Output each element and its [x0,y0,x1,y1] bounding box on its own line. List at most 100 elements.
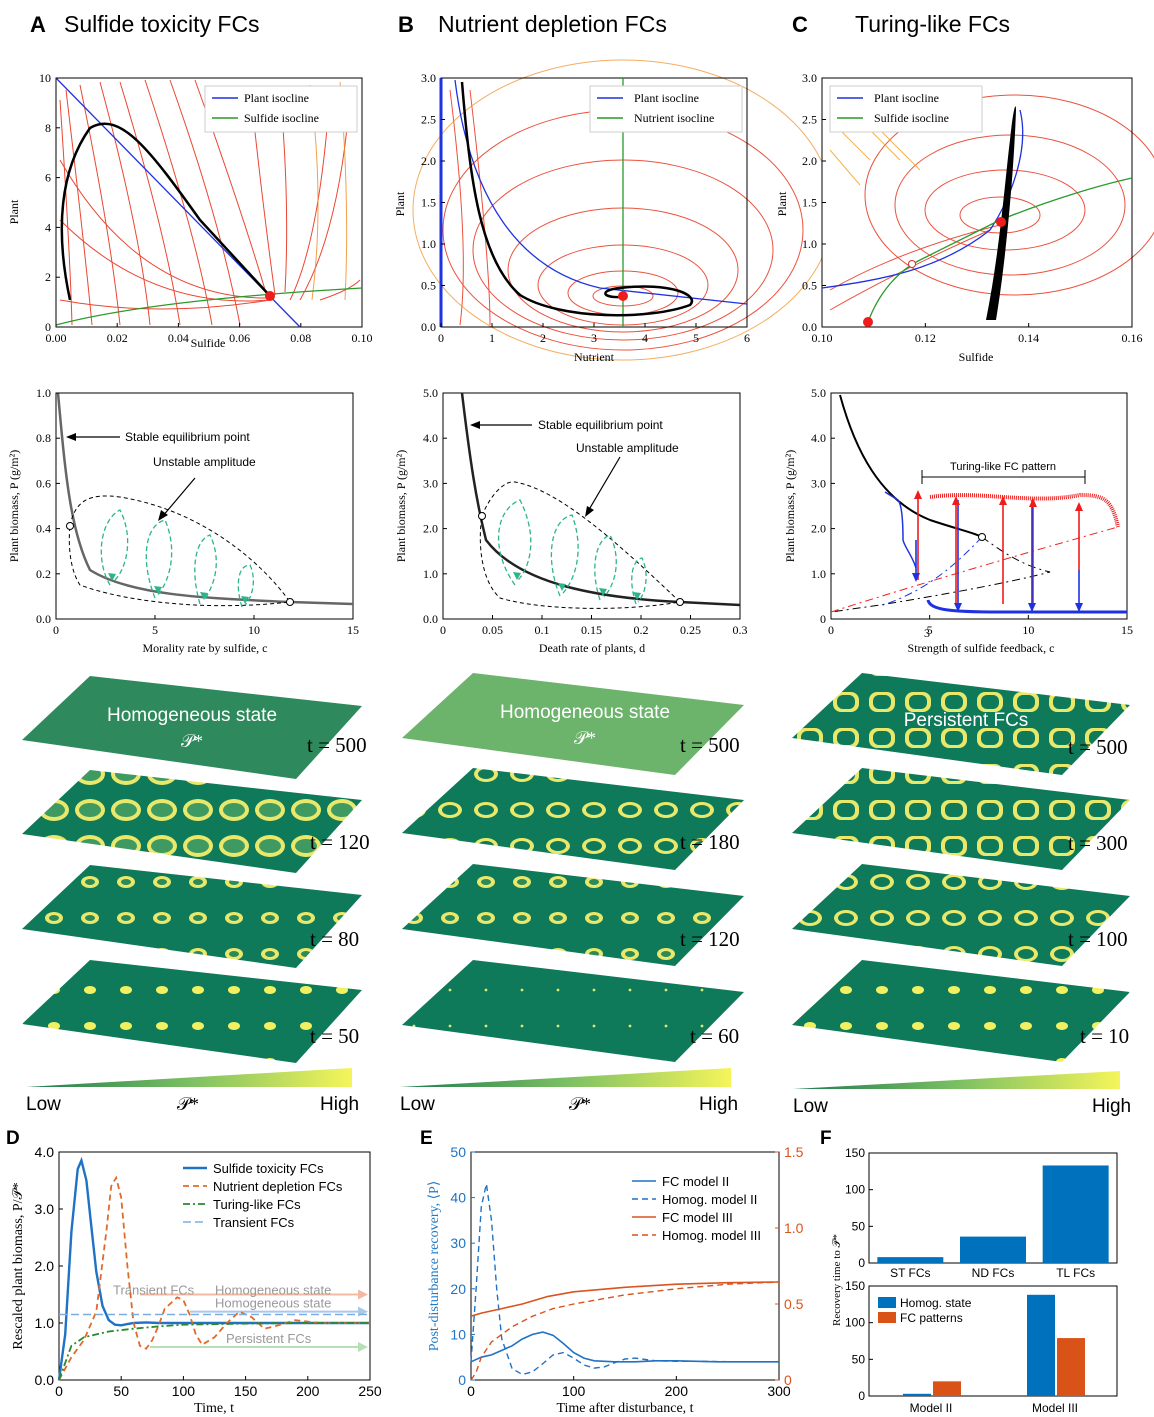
y-tick-label-right: 0.5 [784,1296,804,1312]
x-tick-label: 0 [828,623,834,637]
colorbar-low-C: Low [793,1096,828,1117]
x-tick-label: 15 [347,623,359,637]
y-tick-label: 2.0 [802,154,817,168]
xlabel-E: Time after disturbance, t [556,1401,693,1416]
y-tick-label: 6 [45,171,51,185]
y-tick-label: 2.0 [811,522,826,536]
ylabel-phase-C: Plant [775,191,789,216]
x-tick-label: 0.04 [168,331,189,345]
y-tick-label: 150 [845,1279,865,1293]
colorbar-mid-A: 𝒫* [177,1094,199,1114]
legend-label: Homog. model III [662,1228,761,1243]
chart-E: Time after disturbance, t Post-disturban… [427,1144,804,1416]
legend-label: Turing-like FCs [213,1197,301,1212]
y-tick-label: 0.6 [36,476,51,490]
legend-plant-isocline-A: Plant isocline [244,91,309,105]
y-tick-label: 0 [858,1256,865,1270]
y-tick-label: 0.0 [36,612,51,626]
panel-letter-A: A [30,12,46,37]
colorbar-mid-B: 𝒫* [569,1094,591,1114]
chart-D: Time, t Rescaled plant biomass, P/𝒫* 0 50… [11,1144,382,1416]
layer-A-2 [22,770,362,873]
ylabel-F: Recovery time to 𝒫* [831,1234,843,1326]
phase-C-ticks: 0.10 0.12 0.14 0.16 0.0 0.5 1.0 1.5 2.0 2.5 3.0 [802,71,1143,345]
y-tick-label: 2 [45,270,51,284]
xlabel-phase-C: Sulfide [959,350,994,364]
time-C-1: t = 500 [1068,735,1128,759]
y-tick-label: 1.0 [811,567,826,581]
time-A-4: t = 50 [310,1024,359,1048]
x-tick-label: 0 [55,1383,63,1399]
bar [1057,1338,1085,1396]
panel-letter-E: E [420,1128,433,1149]
xlabel-phase-B: Nutrient [574,350,615,364]
time-B-1: t = 500 [680,733,740,757]
y-tick-label: 5.0 [423,386,438,400]
x-tick-label: 0.05 [482,623,503,637]
y-tick-label: 100 [845,1316,865,1330]
time-C-4: t = 10 [1080,1024,1129,1048]
annotation-arrowhead [358,1341,368,1352]
time-B-2: t = 180 [680,830,740,854]
y-tick-label-left: 10 [450,1326,466,1342]
x-tick-label: 0 [438,331,444,345]
ann-unstable-B: Unstable amplitude [576,441,679,455]
x-tick-label: 0.02 [107,331,128,345]
panel-A-header: A Sulfide toxicity FCs [30,11,260,37]
colorbar-high-C: High [1092,1096,1131,1117]
y-tick-label: 0.4 [36,522,51,536]
x-tick-label: 0.25 [680,623,701,637]
time-B-4: t = 60 [690,1024,739,1048]
panel-letter-F: F [820,1128,832,1149]
x-tick-label: 5 [927,623,933,637]
legend-swatch [878,1312,896,1323]
y-tick-label-left: 50 [450,1144,466,1160]
y-tick-label: 0.0 [802,320,817,334]
ylabel-phase-A: Plant [7,199,21,224]
y-tick-label-left: 0 [458,1372,466,1388]
y-tick-label: 50 [852,1352,866,1366]
layer-B-4 [402,960,744,1062]
xlabel-D: Time, t [194,1401,234,1416]
y-tick-label: 1.0 [36,386,51,400]
bifurcation-A: Stable equilibrium point Unstable amplit… [7,392,354,655]
x-tick-label: 150 [234,1383,258,1399]
annotation-homog-2: Homogeneous state [215,1296,331,1311]
time-C-2: t = 300 [1068,831,1128,855]
y-tick-label: 0 [858,1389,865,1403]
panel-C-header: C Turing-like FCs [792,11,1010,37]
y-tick-label: 1.5 [802,196,817,210]
y-tick-label-right: 1.5 [784,1144,804,1160]
x-tick-label: 4 [642,331,648,345]
bar [1027,1294,1055,1396]
bif-C-ticks: 0 5 10 15 0 1.0 2.0 3.0 4.0 5.0 [811,386,1133,637]
x-tick-label: 0.15 [581,623,602,637]
x-tick-label: 0.10 [352,331,373,345]
x-tick-label: 0.14 [1018,331,1039,345]
legend-nutrient-isocline-B: Nutrient isocline [634,111,714,125]
y-tick-label: 5.0 [811,386,826,400]
xlabel-phase-A: Sulfide [191,336,226,350]
colorbar-low-A: Low [26,1094,61,1115]
y-tick-label: 1.0 [35,1315,55,1331]
y-tick-label: 0 [820,612,826,626]
x-tick-label: 50 [113,1383,129,1399]
y-tick-label: 10 [39,71,51,85]
x-tick-label: 1 [489,331,495,345]
layer-A-4 [22,960,362,1063]
bif-B-ticks: 0 0.05 0.1 0.15 0.2 0.25 0.3 0.0 1.0 2.0 3.0 4.0 5.0 [423,386,748,637]
x-tick-label: 0.1 [535,623,550,637]
layer-B-1 [402,673,744,775]
panel-title-B: Nutrient depletion FCs [438,11,667,37]
y-tick-label: 2.5 [802,113,817,127]
legend-plant-isocline-B: Plant isocline [634,91,699,105]
legend-sulfide-isocline-C: Sulfide isocline [874,111,949,125]
bar [903,1393,931,1396]
y-tick-label: 4.0 [35,1144,55,1160]
time-A-3: t = 80 [310,927,359,951]
homog-sub-B: 𝒫* [574,728,596,748]
xlabel-bif-C: Strength of sulfide feedback, c [908,641,1055,655]
panel-title-A: Sulfide toxicity FCs [64,11,260,37]
legend-label: FC patterns [900,1311,963,1325]
